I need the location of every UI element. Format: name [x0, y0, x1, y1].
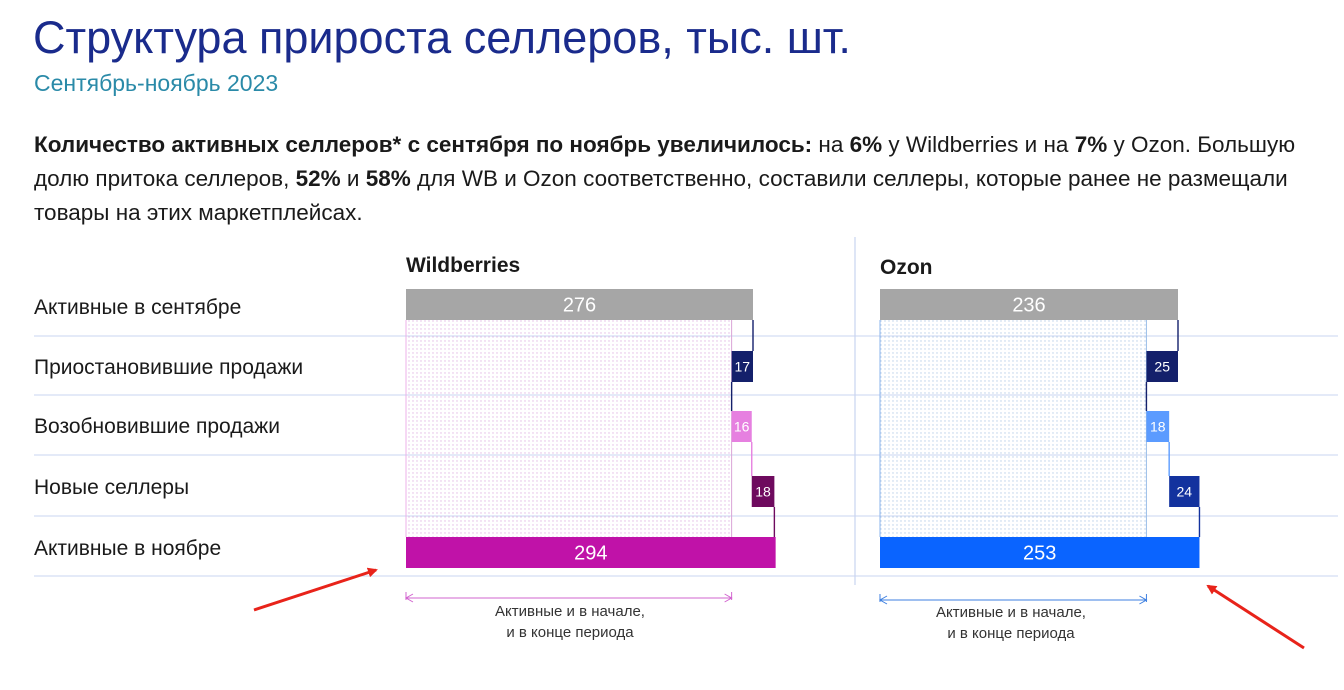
bracket-arrow-left-wb: [404, 593, 414, 603]
row-label-2: Приостановившие продажи: [34, 356, 304, 379]
desc-text-3: у Ozon. Большую долю притока селлеров,: [34, 132, 1296, 191]
bracket-arrow-right-wb: [724, 593, 733, 603]
retained-annotation-wb: Активные и в начале, и в конце периода: [450, 601, 690, 643]
bar-wb-1: [406, 289, 753, 320]
desc-bold-5: 58%: [365, 166, 411, 191]
data-label-wb-4: 18: [755, 484, 771, 500]
bar-ozon-3: [1146, 411, 1170, 442]
desc-bold-4: 52%: [295, 166, 341, 191]
data-label-ozon-2: 25: [1154, 359, 1170, 375]
desc-bold-3: 7%: [1074, 132, 1108, 157]
retained-text-ozon: Активные и в начале, и в конце периода: [936, 604, 1086, 642]
data-label-ozon-5: 253: [1023, 543, 1056, 565]
page-title: Структура прироста селлеров, тыс. шт.: [33, 12, 851, 63]
desc-text-5: для WB и Ozon соответственно, составили …: [34, 166, 1288, 225]
chart-title-wildberries: Wildberries: [406, 254, 521, 277]
bracket-arrow-right-ozon: [1139, 595, 1148, 605]
bar-ozon-4: [1169, 476, 1200, 507]
data-label-ozon-3: 18: [1150, 419, 1166, 435]
bar-wb-2: [731, 351, 753, 382]
description: Количество активных селлеров* с сентября…: [34, 128, 1324, 230]
row-label-1: Активные в сентябре: [34, 296, 242, 319]
bar-wb-3: [731, 411, 752, 442]
bar-ozon-2: [1146, 351, 1178, 382]
retained-area-ozon: [880, 320, 1147, 537]
data-label-wb-3: 16: [734, 419, 750, 435]
callout-arrow-left: [253, 567, 378, 612]
data-label-wb-2: 17: [735, 359, 751, 375]
bar-wb-4: [751, 476, 775, 507]
page-subtitle: Сентябрь-ноябрь 2023: [34, 70, 279, 96]
bar-ozon-5: [880, 537, 1200, 568]
chart-title-ozon: Ozon: [880, 256, 933, 279]
retained-annotation-ozon: Активные и в начале, и в конце периода: [891, 602, 1131, 644]
retained-area-wb: [406, 320, 732, 537]
bracket-arrow-left-ozon: [878, 595, 888, 605]
data-label-ozon-1: 236: [1012, 295, 1045, 317]
desc-text-4: и: [340, 166, 366, 191]
data-label-wb-1: 276: [563, 295, 596, 317]
data-label-wb-5: 294: [574, 543, 607, 565]
retained-text-wb: Активные и в начале, и в конце периода: [495, 603, 645, 641]
bar-wb-5: [406, 537, 776, 568]
desc-text-1: на: [812, 132, 850, 157]
row-label-4: Новые селлеры: [34, 476, 190, 499]
desc-bold-1: Количество активных селлеров* с сентября…: [34, 132, 813, 157]
desc-bold-2: 6%: [849, 132, 883, 157]
bar-ozon-1: [880, 289, 1178, 320]
data-label-ozon-4: 24: [1177, 484, 1193, 500]
desc-text-2: у Wildberries и на: [882, 132, 1075, 157]
row-label-5: Активные в ноябре: [34, 537, 222, 560]
row-label-3: Возобновившие продажи: [34, 415, 280, 438]
callout-arrow-right: [1206, 584, 1305, 650]
